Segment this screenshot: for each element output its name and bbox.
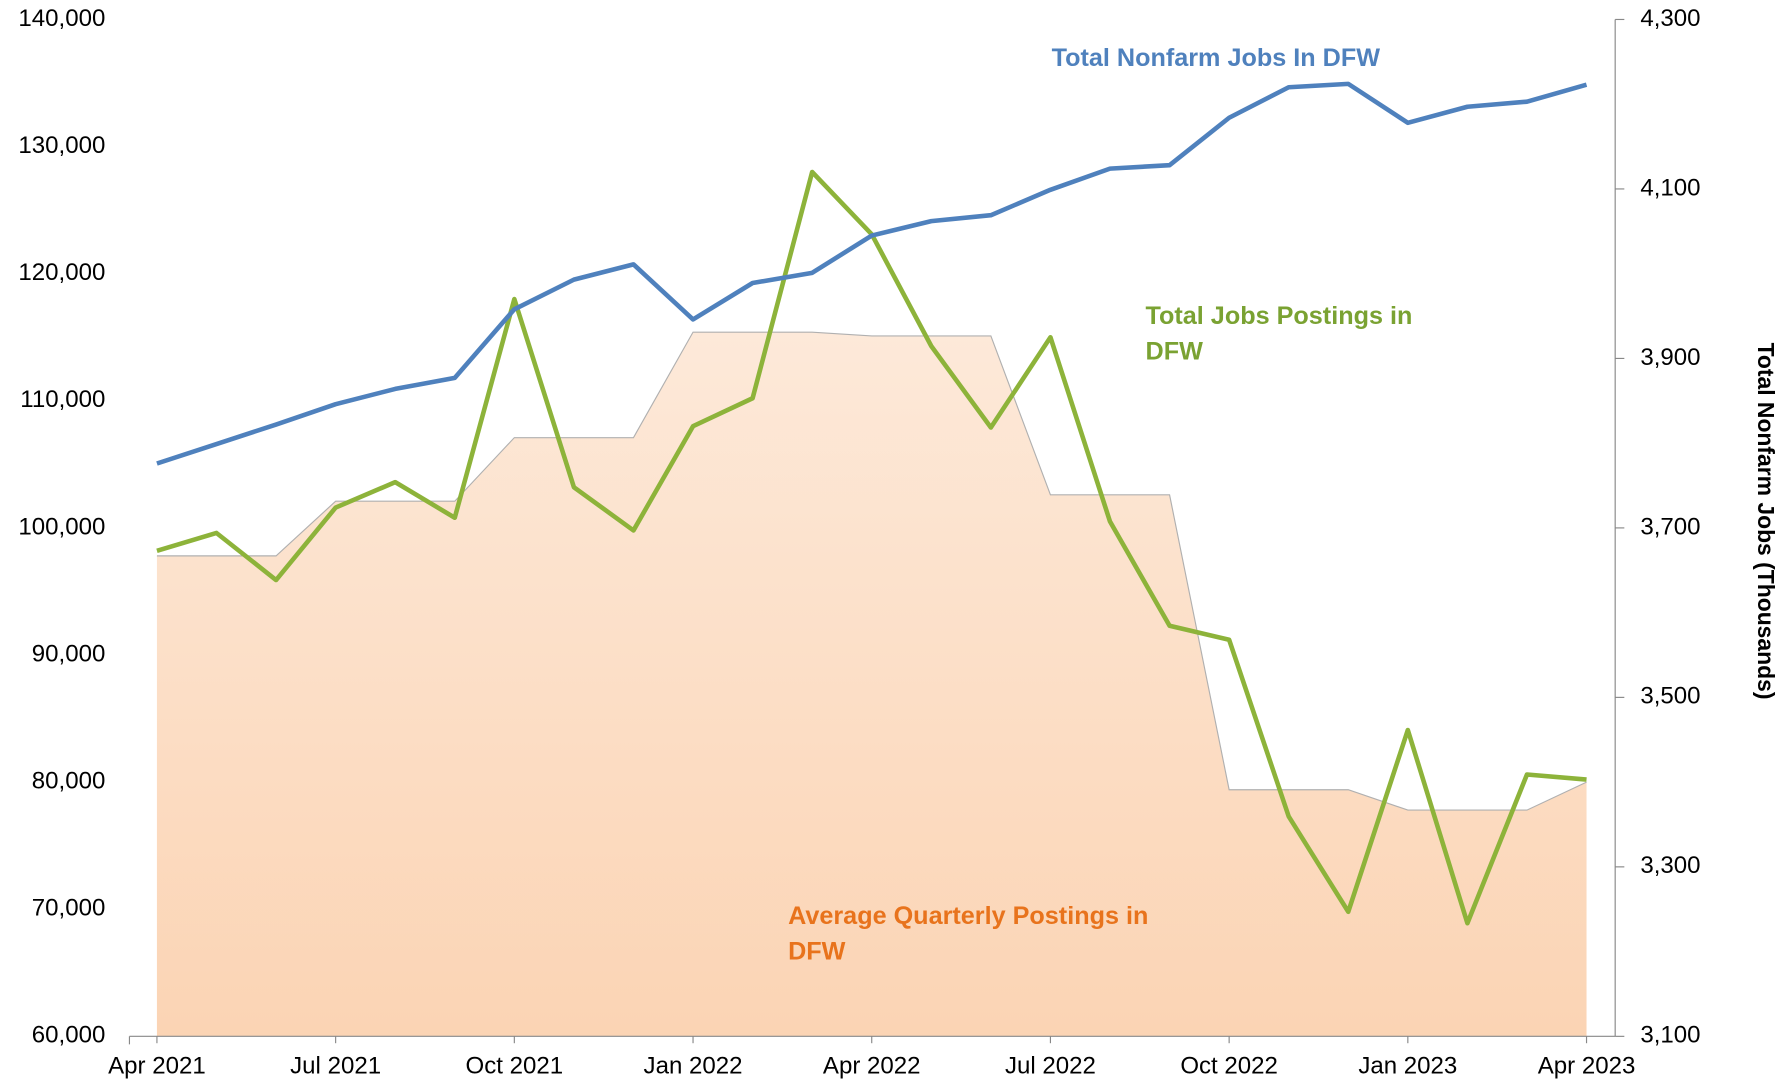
y-tick-label: 80,000 [32,767,106,794]
y2-tick-label: 3,500 [1640,683,1700,710]
y2-tick-label: 3,300 [1640,852,1700,879]
y-tick-label: 90,000 [32,640,106,667]
y2-tick-label: 3,100 [1640,1022,1700,1049]
y2-axis-label: Total Nonfarm Jobs (Thousands) [1753,343,1779,700]
y-tick-label: 140,000 [18,5,105,32]
annotation: DFW [1146,337,1204,365]
y-tick-label: 110,000 [20,386,105,413]
y2-tick-label: 3,900 [1640,344,1700,371]
x-tick-label: Oct 2022 [1180,1053,1278,1080]
annotation: DFW [788,937,846,965]
y-tick-label: 120,000 [18,259,105,286]
x-tick-label: Jan 2023 [1358,1053,1457,1080]
x-tick-label: Apr 2021 [108,1053,206,1080]
y2-tick-label: 4,100 [1640,174,1700,201]
line [156,81,1588,466]
x-tick-label: Apr 2023 [1538,1053,1636,1080]
x-tick-label: Apr 2022 [823,1053,921,1080]
annotation: Total Nonfarm Jobs In DFW [1052,44,1381,72]
area-edge [156,331,1587,811]
annotation: Average Quarterly Postings in [788,902,1148,930]
x-tick-label: Jan 2022 [644,1053,743,1080]
annotation: Total Jobs Postings in [1146,302,1413,330]
y-tick-label: 130,000 [18,132,105,159]
area [156,332,1587,1037]
x-tick-label: Jul 2022 [1005,1053,1096,1080]
x-tick-label: Oct 2021 [466,1053,564,1080]
y-tick-label: 70,000 [32,895,106,922]
y-tick-label: 100,000 [18,513,105,540]
x-tick-label: Jul 2021 [290,1053,381,1080]
y-tick-label: 60,000 [32,1022,106,1049]
y2-tick-label: 4,300 [1640,5,1700,32]
y2-tick-label: 3,700 [1640,513,1700,540]
